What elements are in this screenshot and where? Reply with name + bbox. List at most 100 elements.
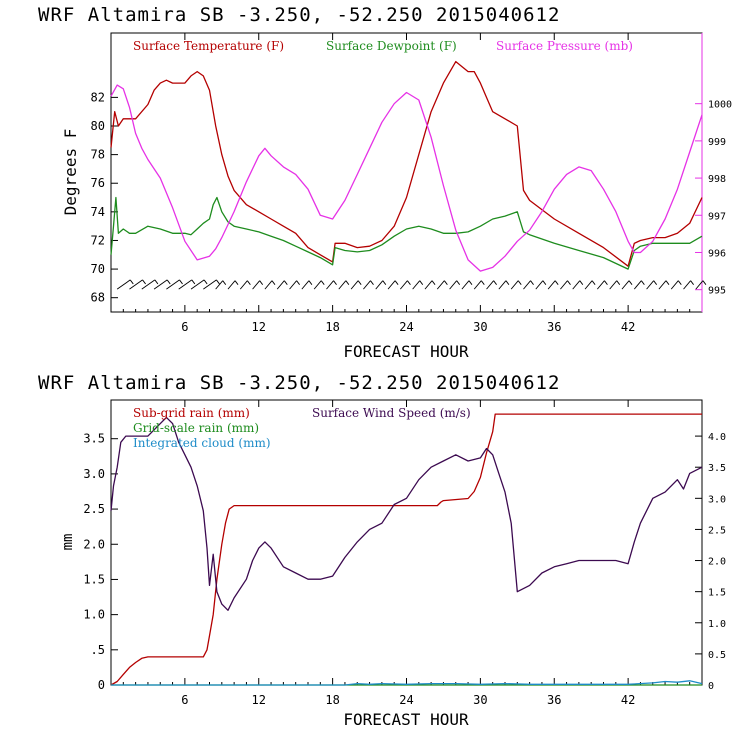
wind-barb (215, 280, 224, 290)
series-line-integrated-cloud-mm (111, 680, 703, 686)
wind-barb (252, 280, 261, 290)
x-tick-label: 12 (252, 320, 266, 334)
panel2-x-axis-label: FORECAST HOUR (343, 710, 469, 729)
wind-barb-flag (604, 280, 608, 285)
wind-barb-flag (142, 279, 146, 285)
x-tick-label: 36 (547, 693, 561, 707)
wind-barb (670, 280, 679, 290)
panel2-y-tick-labels: 0 .5 1.0 1.5 2.0 2.5 3.0 3.5 (83, 432, 105, 692)
x-tick-label: 18 (325, 320, 339, 334)
wind-barb (584, 280, 593, 290)
wind-barb-flag (493, 280, 497, 285)
panel1-y2-tick-labels: 995 996 997 998 999 1000 (708, 100, 732, 297)
y-tick-label: 78 (91, 148, 105, 162)
wind-barb (289, 280, 297, 290)
wind-barb-flag (640, 280, 645, 285)
wind-barb-flag (628, 280, 633, 285)
wind-barb-flag (271, 280, 276, 285)
wind-barb (621, 280, 630, 290)
x-tick-label: 18 (325, 693, 339, 707)
x-tick-label: 24 (399, 693, 413, 707)
y-tick-label: 2.0 (83, 537, 105, 551)
wind-barb-flag (456, 280, 461, 285)
wind-barb-flag (394, 280, 399, 285)
wind-barb-flag (677, 280, 682, 285)
wind-barb (350, 280, 359, 290)
wind-barb (695, 280, 704, 290)
panel1-x-axis-label: FORECAST HOUR (343, 342, 469, 361)
y2-tick-label: 2.5 (708, 525, 726, 536)
wind-barb (326, 280, 334, 290)
legend-integrated-cloud: Integrated cloud (mm) (133, 436, 271, 450)
wind-barb (264, 280, 273, 290)
y2-tick-label: 995 (708, 286, 726, 297)
y-tick-label: 74 (91, 205, 105, 219)
wind-barb-flag (542, 280, 547, 285)
x-tick-label: 30 (473, 320, 487, 334)
wind-barb (535, 280, 544, 290)
legend-surface-dewpoint: Surface Dewpoint (F) (326, 39, 457, 53)
wind-barb-flag (505, 280, 510, 285)
wind-barb-flag (283, 280, 288, 285)
legend-surface-pressure: Surface Pressure (mb) (496, 39, 633, 53)
x-tick-label: 24 (399, 320, 413, 334)
y-tick-label: 3.5 (83, 432, 105, 446)
series-line-surface-dewpoint-f (110, 196, 703, 270)
x-tick-label: 12 (252, 693, 266, 707)
y2-tick-label: 3.0 (708, 494, 726, 505)
y2-tick-label: 4.0 (708, 432, 726, 443)
wind-barb-flag (216, 279, 220, 285)
wind-barb-flag (222, 280, 227, 285)
wind-barb-flag (154, 279, 159, 285)
wind-barb (153, 279, 168, 290)
wind-barb (547, 280, 556, 290)
wind-barb (683, 280, 691, 290)
wind-barb-flag (259, 280, 264, 285)
panel1-ticks (111, 33, 702, 312)
wind-barb (633, 280, 642, 290)
wind-barb (596, 280, 605, 290)
wind-barb-flag (129, 279, 134, 285)
legend-surface-temperature: Surface Temperature (F) (133, 39, 284, 53)
wind-barb (461, 280, 470, 290)
y-tick-label: 1.0 (83, 608, 105, 622)
wind-barb-flag (579, 280, 584, 285)
y2-tick-label: 999 (708, 137, 726, 148)
x-tick-label: 6 (181, 320, 188, 334)
wind-barb (498, 280, 507, 290)
y2-tick-label: 0 (708, 681, 714, 692)
legend-gridscale-rain: Grid-scale rain (mm) (133, 421, 259, 435)
y-tick-label: 82 (91, 90, 105, 104)
wind-barb (609, 280, 618, 290)
wind-barb-flag (517, 280, 522, 285)
y-tick-label: 2.5 (83, 502, 105, 516)
wind-barb (166, 279, 180, 290)
wind-barb (473, 280, 482, 290)
x-tick-label: 36 (547, 320, 561, 334)
wind-barb (178, 279, 193, 290)
y-tick-label: 76 (91, 176, 105, 190)
panel-rain-wind: WRF Altamira SB -3.250, -52.250 20150406… (38, 372, 726, 729)
wind-barb-flag (345, 280, 350, 285)
wind-barb-flag (166, 279, 171, 285)
wind-barb-flag (203, 279, 208, 285)
wind-barb (239, 280, 248, 290)
wind-barb (436, 280, 445, 290)
wind-barb-flag (419, 280, 424, 285)
y2-tick-label: 3.5 (708, 463, 726, 474)
wind-barb (203, 279, 217, 290)
series-line-surface-pressure-mb (110, 84, 703, 272)
wind-barb-flag (357, 280, 362, 285)
wind-barb-flag (554, 280, 559, 285)
wind-barb (313, 280, 322, 290)
legend-surface-wind-speed: Surface Wind Speed (m/s) (312, 406, 471, 420)
wind-barb-flag (431, 280, 436, 285)
y2-tick-label: 1000 (708, 100, 732, 111)
wind-barb-flag (690, 280, 694, 285)
wind-barb (301, 280, 310, 290)
wind-barb-flag (370, 280, 374, 285)
y-tick-label: .5 (91, 643, 105, 657)
panel1-series (110, 60, 703, 272)
y2-tick-label: 998 (708, 174, 726, 185)
